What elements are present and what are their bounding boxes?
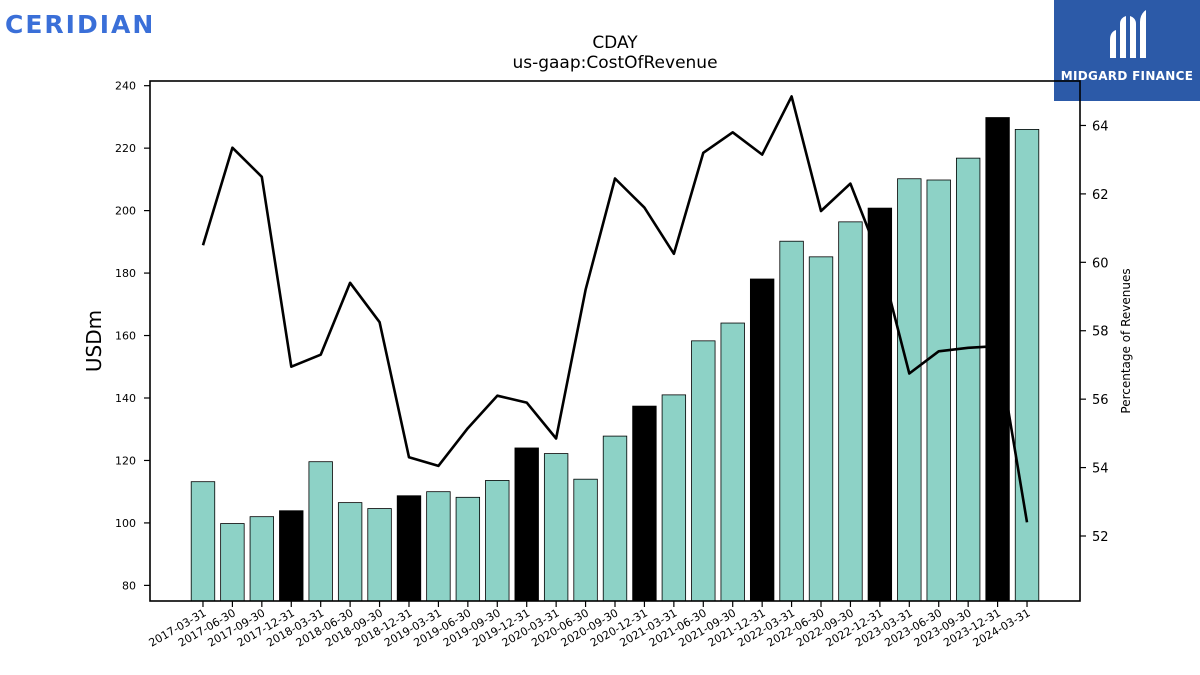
midgard-m-icon (1110, 10, 1146, 58)
bar-2022-12-31 (867, 207, 893, 602)
bar-2017-12-31 (279, 510, 304, 602)
bar-2017-09-30 (249, 516, 275, 602)
bar-2021-03-31 (661, 394, 687, 602)
bar-2022-09-30 (838, 221, 863, 602)
y2-tick-label: 62 (1092, 188, 1109, 203)
y-tick-label: 180 (115, 267, 136, 280)
y-tick-label: 220 (115, 142, 136, 155)
bar-2020-12-31 (632, 405, 657, 602)
bar-2024-03-31 (1014, 129, 1040, 602)
line-series-group (201, 95, 1029, 523)
bar-2021-06-30 (691, 340, 716, 602)
y2-tick-label: 64 (1092, 119, 1109, 134)
y-tick-label: 240 (115, 80, 136, 93)
bar-2017-03-31 (190, 481, 216, 602)
y-tick-label: 140 (115, 392, 136, 405)
percentage-of-revenues-line (201, 95, 1029, 523)
bar-2023-09-30 (955, 157, 981, 602)
y-tick-label: 160 (115, 330, 136, 343)
chart-subtitle: us-gaap:CostOfRevenue (512, 53, 717, 73)
bar-series (190, 117, 1040, 602)
midgard-finance-logo: MIDGARD FINANCE (1054, 0, 1200, 101)
bar-2018-09-30 (367, 508, 392, 602)
bar-2020-09-30 (602, 435, 628, 602)
bar-2020-06-30 (573, 478, 598, 602)
x-axis: 2017-03-312017-06-302017-09-302017-12-31… (147, 601, 1033, 650)
bar-2019-12-31 (514, 447, 539, 602)
y-axis-label: USDm (82, 310, 106, 372)
y2-tick-label: 54 (1092, 462, 1109, 477)
y-axis-left: 80 100 120 140 160 180 200 220 240 (115, 80, 150, 592)
y2-tick-label: 52 (1092, 530, 1109, 545)
y2-tick-label: 60 (1092, 256, 1109, 271)
bar-2019-09-30 (485, 480, 510, 602)
bar-2019-06-30 (455, 496, 481, 602)
bar-2021-09-30 (720, 322, 745, 602)
bar-2021-12-31 (749, 278, 775, 602)
bar-2022-06-30 (808, 256, 834, 602)
bar-2023-12-31 (985, 117, 1010, 602)
bar-2019-03-31 (426, 491, 451, 602)
y-axis-right: 52 54 56 58 60 62 64 (1080, 119, 1109, 545)
y-tick-label: 100 (115, 517, 136, 530)
bar-2018-12-31 (396, 495, 422, 602)
bar-2020-03-31 (543, 453, 569, 602)
chart-title: CDAY (592, 33, 638, 53)
bar-2023-06-30 (926, 179, 951, 602)
y-tick-label: 120 (115, 454, 136, 467)
brand-logo-text: CERIDIAN (5, 10, 156, 39)
y-tick-label: 80 (122, 579, 136, 592)
bar-2018-03-31 (308, 461, 333, 602)
bar-2023-03-31 (897, 178, 922, 602)
bar-2022-03-31 (779, 240, 804, 602)
bar-2017-06-30 (220, 523, 245, 602)
y-tick-label: 200 (115, 205, 136, 218)
y2-tick-label: 56 (1092, 393, 1109, 408)
y2-axis-label: Percentage of Revenues (1119, 268, 1133, 413)
bar-2018-06-30 (337, 502, 363, 602)
y2-tick-label: 58 (1092, 325, 1109, 340)
logo-label: MIDGARD FINANCE (1060, 69, 1194, 83)
